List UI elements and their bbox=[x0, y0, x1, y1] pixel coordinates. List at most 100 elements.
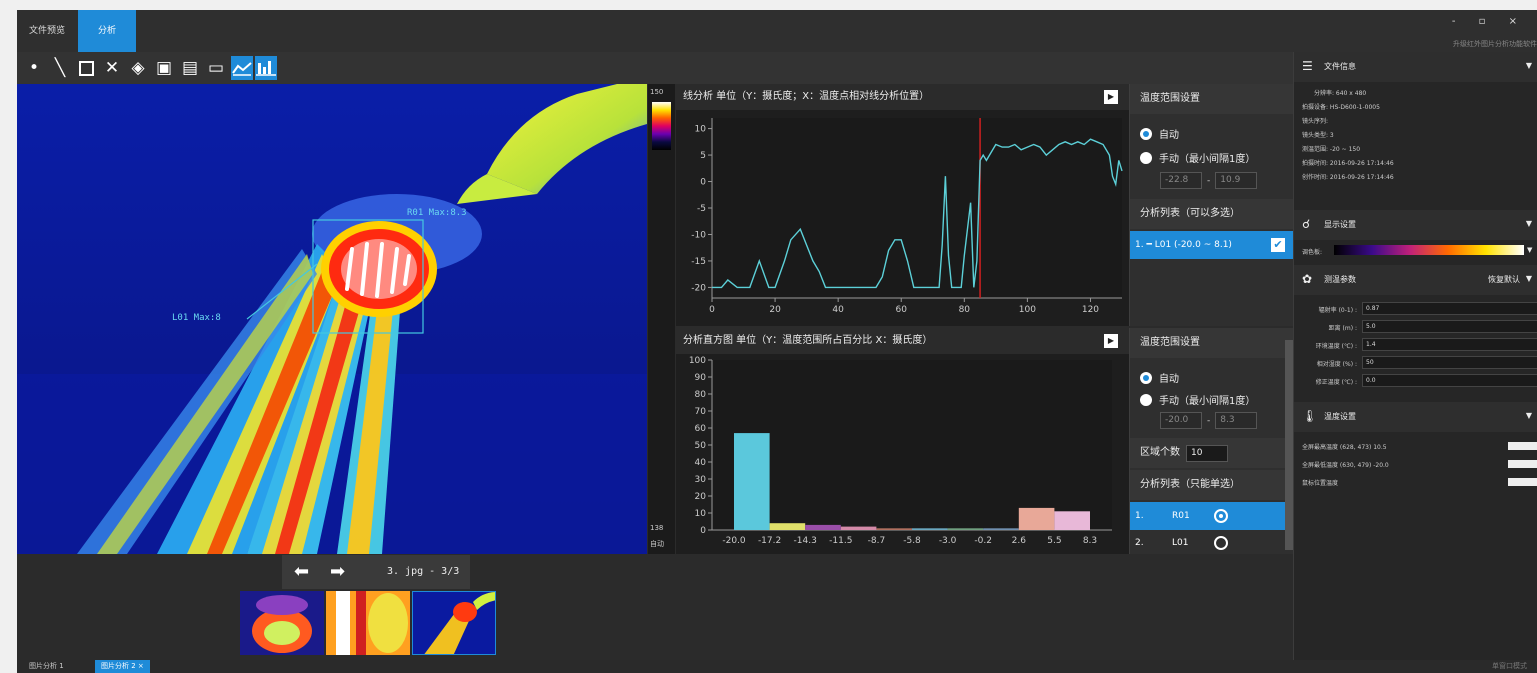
hist-list-item-l01[interactable]: 2. L01 bbox=[1130, 530, 1293, 556]
y-tick-label: 40 bbox=[695, 458, 707, 468]
emissivity-input[interactable]: 0.87 bbox=[1362, 302, 1537, 315]
line-min-input[interactable]: -22.8 bbox=[1160, 172, 1202, 189]
display-icon: ☌ bbox=[1302, 217, 1311, 231]
param-row: 辐射率 (0-1) :0.87 bbox=[1302, 302, 1537, 316]
thumbnail-1[interactable] bbox=[240, 591, 324, 655]
color-scale: 150 138 自动 bbox=[648, 84, 675, 554]
x-tick-label: -5.8 bbox=[903, 536, 921, 546]
bottom-tab-1[interactable]: 图片分析 1 bbox=[29, 662, 64, 670]
y-tick-label: 10 bbox=[695, 509, 707, 519]
file-info-section[interactable]: ☰ 文件信息 ▼ bbox=[1294, 52, 1537, 82]
thermal-image[interactable]: R01 Max:8.3 L01 Max:8 bbox=[17, 84, 647, 554]
distance-input[interactable]: 5.0 bbox=[1362, 320, 1537, 333]
save-as-icon[interactable]: ▤ bbox=[181, 58, 199, 78]
y-tick-label: 0 bbox=[700, 178, 706, 188]
histogram-bar bbox=[840, 526, 877, 530]
max-temp-toggle[interactable] bbox=[1508, 442, 1537, 450]
display-settings-section[interactable]: ☌ 显示设置 ▼ bbox=[1294, 210, 1537, 240]
histogram-icon[interactable] bbox=[255, 56, 277, 80]
plot-area bbox=[712, 360, 1112, 530]
min-temp-toggle-row: 全屏最低温度 (630, 479) -20.0 bbox=[1302, 460, 1537, 469]
hist-list-item-r01[interactable]: 1. R01 bbox=[1130, 502, 1293, 530]
window-mode-label[interactable]: 单窗口模式 bbox=[1492, 662, 1527, 670]
x-tick-label: 20 bbox=[769, 305, 781, 315]
x-tick-label: 2.6 bbox=[1012, 536, 1027, 546]
humidity-input[interactable]: 50 bbox=[1362, 356, 1537, 369]
checkbox-icon[interactable]: ✔ bbox=[1271, 238, 1285, 252]
measure-params-section[interactable]: ✿ 测温参数 恢复默认 ▼ bbox=[1294, 265, 1537, 295]
line-settings-panel: 温度范围设置 自动 手动（最小间隔1度） -22.8 - 10.9 分析列表（可… bbox=[1129, 84, 1293, 326]
interval-row: 区域个数 10 bbox=[1130, 438, 1293, 468]
cursor-temp-toggle[interactable] bbox=[1508, 478, 1537, 486]
x-tick-label: -0.2 bbox=[974, 536, 992, 546]
y-tick-label: 10 bbox=[695, 125, 707, 135]
scale-mode-label[interactable]: 自动 bbox=[650, 540, 664, 548]
reset-defaults-button[interactable]: 恢复默认 bbox=[1488, 275, 1520, 284]
chevron-down-icon[interactable]: ▼ bbox=[1525, 61, 1532, 70]
file-counter: 3. jpg - 3/3 bbox=[387, 566, 460, 577]
line-chart-play-button[interactable]: ▶ bbox=[1104, 90, 1118, 104]
histogram-bar bbox=[912, 528, 948, 530]
hist-side-scrollbar[interactable] bbox=[1285, 340, 1293, 550]
tab-file-preview[interactable]: 文件预览 bbox=[28, 26, 65, 36]
line-auto-radio[interactable]: 自动 bbox=[1140, 126, 1179, 141]
histogram-bar bbox=[947, 528, 984, 530]
save-icon[interactable]: ▣ bbox=[155, 58, 173, 78]
line-manual-radio[interactable]: 手动（最小间隔1度） bbox=[1140, 150, 1255, 165]
temp-settings-section[interactable]: 🌡 温度设置 ▼ bbox=[1294, 402, 1537, 432]
scale-max-label: 150 bbox=[650, 88, 664, 96]
line-chart-title: 线分析 单位（Y：摄氏度；X：温度点相对线分析位置） bbox=[676, 84, 1129, 110]
title-bar: 文件预览 分析 - ▫ × 升级红外图片分析功能软件 bbox=[17, 10, 1537, 52]
line-chart-icon[interactable] bbox=[231, 56, 253, 80]
series-line bbox=[712, 138, 1123, 289]
prev-arrow-icon[interactable]: ⬅ bbox=[294, 561, 310, 582]
y-tick-label: 50 bbox=[695, 441, 707, 451]
histogram-panel: 分析直方图 单位（Y：温度范围所占百分比 X：摄氏度） ▶ 100 90 80 70 6… bbox=[676, 328, 1129, 554]
y-tick-label: -20 bbox=[691, 283, 706, 293]
hist-min-input[interactable]: -20.0 bbox=[1160, 412, 1202, 429]
window-controls[interactable]: - ▫ × bbox=[1451, 16, 1527, 27]
line-range-inputs: -22.8 - 10.9 bbox=[1160, 172, 1258, 189]
rectangle-icon[interactable] bbox=[75, 56, 97, 80]
delete-icon[interactable]: ✕ bbox=[104, 58, 120, 78]
document-icon: ☰ bbox=[1302, 59, 1313, 73]
chevron-down-icon[interactable]: ▼ bbox=[1525, 219, 1532, 228]
line-max-input[interactable]: 10.9 bbox=[1215, 172, 1258, 189]
hist-max-input[interactable]: 8.3 bbox=[1215, 412, 1258, 429]
plot-area bbox=[712, 118, 1122, 298]
thumbnail-3[interactable] bbox=[412, 591, 496, 655]
chevron-down-icon[interactable]: ▼ bbox=[1525, 411, 1532, 420]
min-temp-toggle[interactable] bbox=[1508, 460, 1537, 468]
y-tick-label: 90 bbox=[695, 373, 707, 383]
ambient-temp-input[interactable]: 1.4 bbox=[1362, 338, 1537, 351]
hist-chart-play-button[interactable]: ▶ bbox=[1104, 334, 1118, 348]
hist-auto-radio[interactable]: 自动 bbox=[1140, 370, 1179, 385]
chevron-down-icon[interactable]: ▼ bbox=[1527, 246, 1533, 254]
bottom-tab-bar: 图片分析 1 图片分析 2 × 单窗口模式 bbox=[17, 660, 1537, 673]
histogram-bar bbox=[1018, 507, 1055, 530]
radio-selected-icon[interactable] bbox=[1214, 509, 1228, 523]
correction-temp-input[interactable]: 0.0 bbox=[1362, 374, 1537, 387]
x-tick-label: -17.2 bbox=[758, 536, 781, 546]
palette-select[interactable] bbox=[1334, 245, 1524, 255]
chevron-down-icon[interactable]: ▼ bbox=[1525, 274, 1532, 283]
point-icon[interactable]: • bbox=[28, 58, 40, 78]
line-roi-label: L01 Max:8 bbox=[172, 313, 221, 323]
bottom-tab-2[interactable]: 图片分析 2 × bbox=[95, 660, 150, 673]
line-list-header: 分析列表（可以多选） bbox=[1130, 199, 1293, 229]
report-icon[interactable]: ▭ bbox=[207, 58, 225, 78]
x-tick-label: -3.0 bbox=[939, 536, 957, 546]
tab-analysis[interactable]: 分析 bbox=[78, 10, 136, 52]
radio-empty-icon[interactable] bbox=[1214, 536, 1228, 550]
thumbnail-2[interactable] bbox=[326, 591, 410, 655]
param-row: 相对湿度 (%) :50 bbox=[1302, 356, 1537, 370]
interval-input[interactable]: 10 bbox=[1186, 444, 1228, 462]
clear-icon[interactable]: ◈ bbox=[131, 58, 145, 78]
line-icon[interactable]: ╲ bbox=[54, 58, 66, 78]
line-list-item[interactable]: 1. ━ L01 (-20.0 ~ 8.1) ✔ bbox=[1130, 231, 1293, 259]
y-tick-label: 100 bbox=[689, 356, 706, 366]
rect-roi-label: R01 Max:8.3 bbox=[407, 208, 467, 218]
scale-gradient bbox=[652, 102, 671, 150]
hist-manual-radio[interactable]: 手动（最小间隔1度） bbox=[1140, 392, 1255, 407]
next-arrow-icon[interactable]: ➡ bbox=[330, 561, 346, 582]
